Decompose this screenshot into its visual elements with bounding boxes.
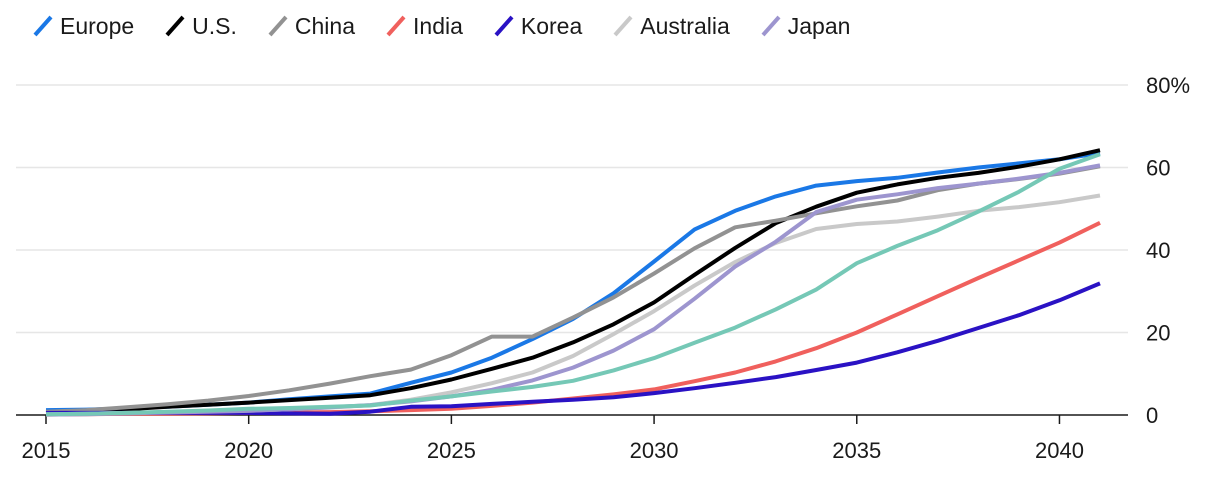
x-axis-tick-labels: 2015 2020 2025 2030 2035 2040 bbox=[22, 438, 1084, 463]
legend-swatch bbox=[165, 15, 185, 37]
x-tick-label: 2030 bbox=[630, 438, 679, 463]
legend-label: India bbox=[413, 12, 463, 39]
legend-swatch bbox=[386, 15, 406, 37]
legend-item-korea: Korea bbox=[493, 13, 582, 40]
y-tick-label: 0 bbox=[1146, 403, 1158, 428]
legend-label: China bbox=[294, 12, 356, 39]
legend-item-india: India bbox=[385, 13, 463, 40]
legend: Europe U.S. China India Korea Australia Japan bbox=[32, 10, 880, 42]
legend-swatch bbox=[268, 15, 288, 37]
series-line-unlabeled bbox=[45, 152, 1101, 417]
legend-swatch bbox=[761, 15, 781, 37]
series-line-korea bbox=[46, 281, 1101, 416]
y-tick-label: 20 bbox=[1146, 321, 1170, 346]
legend-swatch bbox=[33, 15, 53, 37]
x-tick-label: 2040 bbox=[1035, 438, 1084, 463]
series-line-japan bbox=[45, 163, 1101, 417]
x-tick-label: 2035 bbox=[832, 438, 881, 463]
x-axis bbox=[16, 414, 1128, 424]
legend-label: Japan bbox=[787, 12, 851, 39]
legend-item-japan: Japan bbox=[760, 12, 851, 40]
legend-item-australia: Australia bbox=[612, 12, 730, 40]
x-tick-label: 2015 bbox=[22, 438, 71, 463]
y-tick-label: 80% bbox=[1146, 73, 1190, 98]
series-line-europe bbox=[45, 151, 1101, 413]
x-tick-label: 2020 bbox=[224, 438, 273, 463]
legend-swatch bbox=[613, 15, 633, 37]
x-tick-label: 2025 bbox=[427, 438, 476, 463]
y-tick-label: 40 bbox=[1146, 238, 1170, 263]
legend-label: Korea bbox=[520, 12, 583, 39]
legend-item-europe: Europe bbox=[32, 13, 134, 40]
legend-label: Europe bbox=[60, 12, 135, 39]
legend-label: U.S. bbox=[192, 12, 237, 39]
legend-label: Australia bbox=[640, 12, 730, 39]
y-axis-tick-labels: 0 20 40 60 80% bbox=[1146, 73, 1190, 428]
series-line-u-s bbox=[45, 148, 1101, 415]
gridlines bbox=[16, 84, 1128, 334]
series-line-china bbox=[45, 164, 1101, 414]
legend-item-u-s: U.S. bbox=[164, 13, 237, 40]
series-lines bbox=[45, 148, 1101, 417]
y-tick-label: 60 bbox=[1146, 156, 1170, 181]
legend-swatch bbox=[494, 15, 514, 37]
legend-item-china: China bbox=[267, 13, 355, 40]
